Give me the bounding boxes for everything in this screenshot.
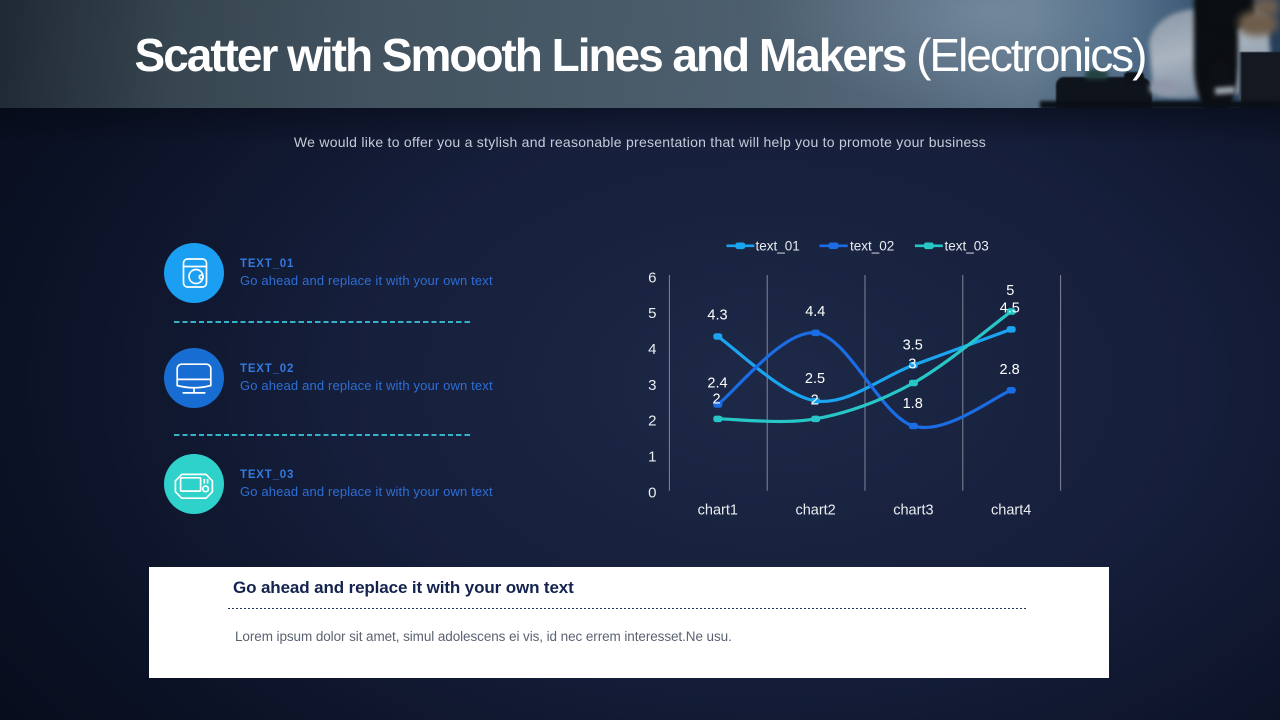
svg-text:3.5: 3.5 [903,338,923,354]
svg-text:1.8: 1.8 [903,396,923,412]
svg-text:3: 3 [648,377,656,394]
svg-text:5: 5 [1006,283,1014,299]
svg-text:4.3: 4.3 [707,308,727,324]
svg-text:2.4: 2.4 [707,376,727,392]
svg-text:2.8: 2.8 [1000,362,1020,378]
svg-text:2: 2 [712,392,720,408]
svg-text:3: 3 [908,356,916,372]
svg-text:0: 0 [648,484,656,501]
svg-text:2: 2 [811,392,819,408]
svg-text:1: 1 [648,449,656,466]
svg-text:2: 2 [648,413,656,430]
svg-text:chart4: chart4 [991,503,1031,519]
svg-text:4.4: 4.4 [805,304,825,320]
svg-text:text_02: text_02 [850,239,894,254]
svg-text:5: 5 [648,305,656,322]
svg-text:6: 6 [648,269,656,286]
svg-text:4.5: 4.5 [1000,301,1020,317]
svg-text:chart2: chart2 [795,503,835,519]
svg-text:text_01: text_01 [756,239,800,254]
svg-text:chart3: chart3 [893,503,933,519]
svg-text:4: 4 [648,341,656,358]
svg-text:2.5: 2.5 [805,371,825,387]
svg-text:chart1: chart1 [698,503,738,519]
svg-text:text_03: text_03 [945,239,989,254]
